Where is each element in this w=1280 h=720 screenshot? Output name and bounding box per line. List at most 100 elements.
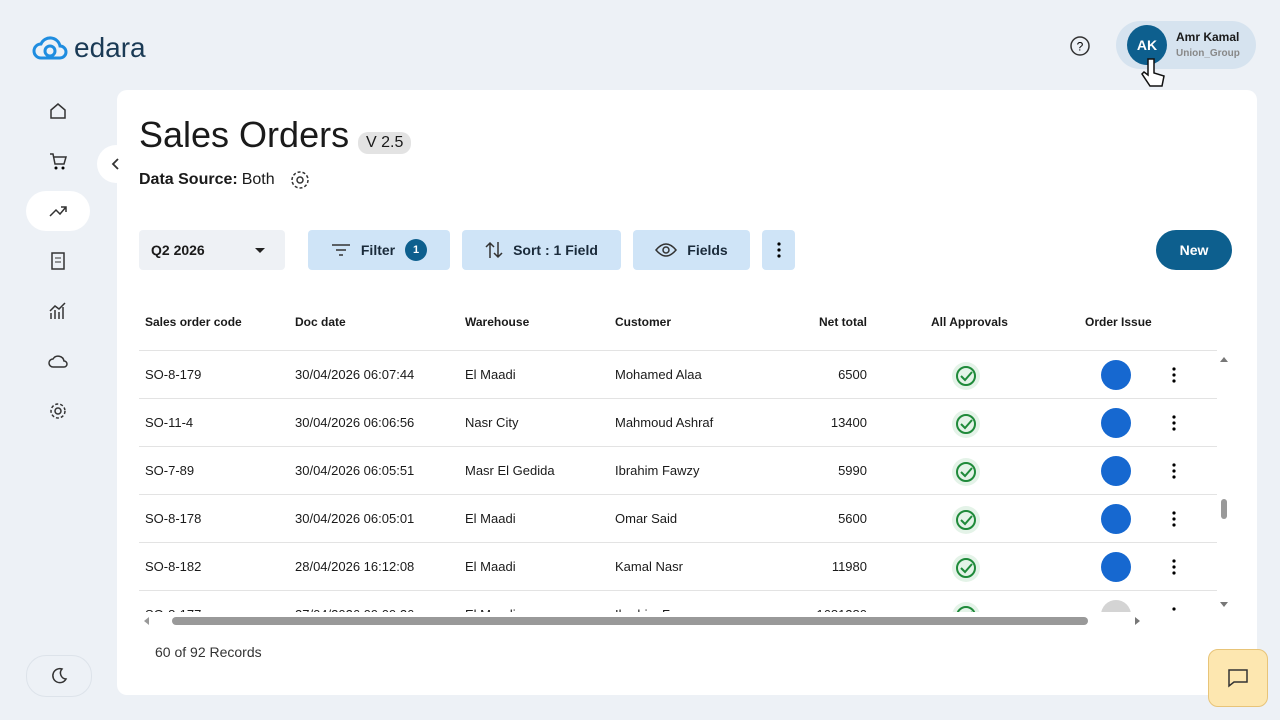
user-chip[interactable]: AK Amr Kamal Union_Group xyxy=(1116,21,1256,69)
chat-button[interactable] xyxy=(1208,649,1268,707)
data-source-label: Data Source: xyxy=(139,171,238,188)
cell: SO-8-178 xyxy=(145,511,202,526)
cell: 13400 xyxy=(830,415,867,430)
cell: Ibrahim Fawzy xyxy=(615,607,700,612)
cell: 1681280 xyxy=(739,607,867,612)
period-text: Q2 2026 xyxy=(151,242,205,258)
period-select[interactable]: Q2 2026 xyxy=(139,230,285,270)
column-header: Warehouse xyxy=(465,315,530,329)
filter-label: Filter xyxy=(360,242,396,258)
cursor xyxy=(1141,58,1165,87)
row-menu[interactable] xyxy=(1172,559,1176,580)
nav-reports[interactable] xyxy=(26,291,90,331)
svg-text:?: ? xyxy=(1077,40,1084,54)
logo-text: edara xyxy=(74,32,146,63)
page-title: Sales Orders xyxy=(139,114,350,155)
order-issue xyxy=(1101,456,1131,486)
cell: 27/04/2026 09:09:26 xyxy=(295,607,414,612)
cell: 30/04/2026 06:06:56 xyxy=(295,415,415,430)
nav-docs[interactable] xyxy=(26,241,90,281)
cell: Nasr City xyxy=(465,415,519,430)
nav-home[interactable] xyxy=(26,91,90,131)
version-badge: V 2.5 xyxy=(358,132,412,154)
h-scrollbar[interactable] xyxy=(142,614,1142,628)
table-row: SO-8-182 28/04/2026 16:12:08 El Maadi Kamal… xyxy=(139,542,1217,591)
cell: SO-8-177 xyxy=(145,607,201,612)
column-header: Sales order code xyxy=(145,315,242,329)
cell: Kamal Nasr xyxy=(615,559,683,574)
nav-sales[interactable] xyxy=(26,191,90,231)
cell: SO-7-89 xyxy=(145,463,195,478)
cell: Omar Said xyxy=(615,511,678,526)
row-menu[interactable] xyxy=(1172,607,1176,612)
new-button[interactable]: New xyxy=(1156,230,1232,270)
approval-icon xyxy=(951,361,981,396)
cell: 5990 xyxy=(838,463,867,478)
table-row: SO-7-89 30/04/2026 06:05:51 Masr El Gedida… xyxy=(139,446,1217,495)
user-name: Amr Kamal xyxy=(1176,30,1240,44)
theme-toggle[interactable] xyxy=(26,655,92,697)
row-menu[interactable] xyxy=(1172,415,1176,436)
cell: SO-11-4 xyxy=(145,415,194,430)
cell: El Maadi xyxy=(465,367,516,382)
order-issue xyxy=(1101,360,1131,390)
table-row: SO-8-178 30/04/2026 06:05:01 El Maadi Omar … xyxy=(139,494,1217,543)
main-card xyxy=(117,90,1257,695)
row-menu[interactable] xyxy=(1172,367,1176,388)
fields-label: Fields xyxy=(687,242,728,258)
sort-label: Sort : 1 Field xyxy=(513,242,598,258)
user-company: Union_Group xyxy=(1176,48,1240,59)
cell: 30/04/2026 06:05:01 xyxy=(295,511,415,526)
table-body: SO-8-179 30/04/2026 06:07:44 El Maadi Moham… xyxy=(139,350,1217,612)
table-row: SO-11-4 30/04/2026 06:06:56 Nasr City Mahmo… xyxy=(139,398,1217,447)
column-header: Doc date xyxy=(295,315,346,329)
cell: SO-8-179 xyxy=(145,367,202,382)
approval-icon xyxy=(951,553,981,588)
record-count: 60 of 92 Records xyxy=(155,644,262,660)
help-icon[interactable]: ? xyxy=(1069,35,1091,57)
logo-icon xyxy=(32,36,68,60)
cell: El Maadi xyxy=(465,511,516,526)
column-header: Order Issue xyxy=(1085,315,1152,329)
approval-icon xyxy=(951,457,981,492)
cell: Mahmoud Ashraf xyxy=(615,415,714,430)
sort-button[interactable]: Sort : 1 Field xyxy=(462,230,621,270)
cell: 28/04/2026 16:12:08 xyxy=(295,559,415,574)
cell: SO-8-182 xyxy=(145,559,202,574)
cell: El Maadi xyxy=(465,607,516,612)
approval-icon xyxy=(951,601,981,612)
data-source-settings[interactable] xyxy=(289,169,311,191)
order-issue xyxy=(1101,600,1131,612)
logo[interactable]: edara xyxy=(32,32,146,64)
collapse-button[interactable] xyxy=(97,145,135,183)
row-menu[interactable] xyxy=(1172,463,1176,484)
cell: 5600 xyxy=(838,511,867,526)
column-header: Net total xyxy=(819,315,867,329)
cell: 30/04/2026 06:07:44 xyxy=(295,367,415,382)
table-row: SO-8-177 27/04/2026 09:09:26 El Maadi Ibrah… xyxy=(139,590,1217,612)
cell: Mohamed Alaa xyxy=(615,367,702,382)
avatar: AK xyxy=(1127,25,1167,65)
filter-count: 1 xyxy=(405,239,428,261)
cell: Ibrahim Fawzy xyxy=(615,463,700,478)
order-issue xyxy=(1101,552,1131,582)
cell: 30/04/2026 06:05:51 xyxy=(295,463,415,478)
order-issue xyxy=(1101,504,1131,534)
nav-cloud[interactable] xyxy=(26,341,90,381)
more-button[interactable] xyxy=(762,230,795,270)
filter-button[interactable]: Filter 1 xyxy=(308,230,450,270)
cell: El Maadi xyxy=(465,559,516,574)
nav-settings[interactable] xyxy=(26,391,90,431)
column-header: Customer xyxy=(615,315,672,329)
order-issue xyxy=(1101,408,1131,438)
fields-button[interactable]: Fields xyxy=(633,230,750,270)
nav-cart[interactable] xyxy=(26,141,90,181)
column-header: All Approvals xyxy=(931,315,1008,329)
cell: 11980 xyxy=(831,559,867,574)
cell: 6500 xyxy=(838,367,867,382)
row-menu[interactable] xyxy=(1172,511,1176,532)
data-source: Both xyxy=(241,171,275,188)
v-scrollbar[interactable] xyxy=(1218,352,1230,612)
cell: Masr El Gedida xyxy=(465,463,555,478)
